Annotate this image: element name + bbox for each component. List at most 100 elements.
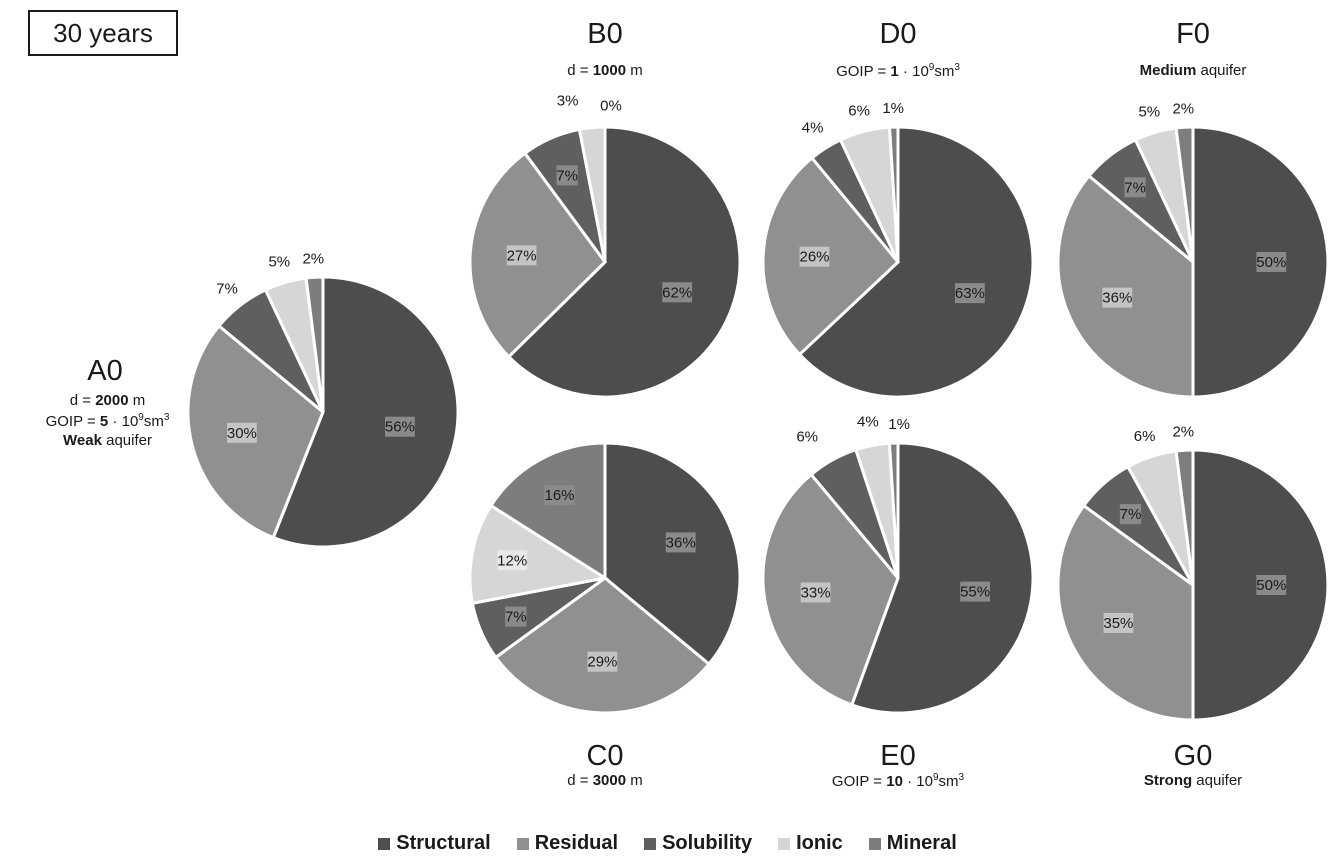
data-label: 26% [799, 249, 829, 266]
legend-swatch [778, 837, 791, 850]
slice-residual [761, 155, 901, 357]
data-label: 7% [216, 280, 238, 297]
slice-residual [761, 472, 900, 707]
data-label-box [665, 532, 696, 553]
data-label: 56% [385, 419, 415, 436]
data-label: 7% [1120, 506, 1142, 523]
slice-structural [271, 275, 460, 549]
slice-mineral [304, 275, 325, 413]
data-label-box [556, 165, 578, 186]
data-label: 2% [1172, 423, 1194, 440]
chart-subtitle: GOIP = 5 · 109sm3 [45, 412, 170, 430]
chart-title: E0 [880, 740, 916, 772]
pie-G0: 50% 35% 7% 6% 2% [1056, 423, 1330, 722]
slice-residual [468, 151, 607, 359]
legend-item-residual: Residual [516, 832, 618, 855]
data-label: 29% [587, 654, 617, 671]
legend-label: Ionic [796, 832, 843, 854]
slice-mineral [1174, 125, 1195, 263]
slice-structural [506, 125, 742, 399]
slice-ionic [577, 125, 607, 263]
data-label-box [227, 422, 257, 443]
data-label: 3% [557, 93, 579, 110]
data-label: 55% [960, 584, 990, 601]
data-label: 7% [505, 609, 527, 626]
slice-structural [603, 441, 742, 667]
legend-item-mineral: Mineral [868, 832, 957, 855]
pie-D0: 63% 26% 4% 6% 1% [761, 100, 1035, 399]
data-label: 0% [600, 97, 622, 114]
legend-swatch [644, 837, 657, 850]
data-label-box [587, 651, 618, 672]
legend-swatch [516, 837, 529, 850]
data-label-box [544, 485, 575, 506]
data-label-box [955, 283, 985, 304]
data-label: 50% [1256, 577, 1286, 594]
period-label: 30 years [28, 10, 178, 56]
slice-residual [493, 576, 712, 715]
data-label-box [1256, 252, 1287, 272]
data-label: 27% [507, 247, 537, 264]
data-label: 7% [1124, 179, 1146, 196]
pie-B0: 62% 27% 7% 3% 0% [468, 93, 742, 399]
slice-structural [797, 125, 1035, 399]
chart-subtitle: GOIP = 10 · 109sm3 [831, 772, 965, 790]
data-label: 2% [302, 250, 324, 267]
data-label-box [800, 582, 831, 603]
legend-label: Mineral [886, 832, 957, 854]
data-label: 30% [227, 425, 257, 442]
slice-structural [849, 441, 1035, 715]
data-label: 7% [556, 167, 578, 184]
data-label: 36% [1102, 290, 1132, 307]
data-label: 62% [662, 284, 692, 301]
data-label-box [1103, 613, 1134, 633]
data-label-box [385, 416, 415, 437]
data-label-box [497, 550, 528, 571]
data-label: 2% [1172, 100, 1194, 117]
chart-title: C0 [586, 740, 624, 772]
slice-mineral [887, 125, 900, 263]
chart-subtitle: d = 1000 m [567, 62, 643, 79]
data-label: 35% [1103, 615, 1133, 632]
data-label-box [505, 606, 527, 627]
chart-subtitle: d = 2000 m [69, 392, 146, 409]
data-label: 6% [1134, 428, 1156, 445]
slice-mineral [1174, 448, 1195, 586]
legend-swatch [868, 837, 881, 850]
slice-residual [1056, 503, 1195, 722]
data-label: 4% [857, 414, 879, 431]
legend-label: Structural [396, 832, 491, 854]
chart-subtitle: Strong aquifer [1143, 772, 1243, 789]
pie-C0: 36% 29% 7% 12% 16% [468, 441, 742, 715]
chart-subtitle: Medium aquifer [1139, 62, 1247, 79]
chart-title: A0 [87, 355, 123, 387]
legend-label: Solubility [662, 832, 753, 854]
chart-subtitle: GOIP = 1 · 109sm3 [836, 62, 960, 80]
chart-title: B0 [587, 18, 623, 50]
data-label: 5% [1138, 104, 1160, 121]
pie-A0: 56% 30% 7% 5% 2% [186, 250, 460, 549]
data-label: 63% [955, 285, 985, 302]
data-label-box [960, 581, 990, 602]
data-label-box [1256, 575, 1287, 595]
data-label: 6% [796, 428, 818, 445]
chart-title: G0 [1173, 740, 1213, 772]
legend-item-structural: Structural [378, 832, 491, 855]
pie-E0: 55% 33% 6% 4% 1% [761, 414, 1035, 715]
data-label-box [1119, 504, 1142, 525]
legend-item-solubility: Solubility [644, 832, 752, 855]
chart-title: F0 [1176, 18, 1210, 50]
slice-residual [1056, 173, 1195, 399]
legend-swatch [378, 837, 391, 850]
data-label-box [799, 246, 830, 267]
data-label: 12% [497, 552, 527, 569]
data-label: 6% [848, 102, 870, 119]
chart-subtitle: d = 3000 m [567, 772, 643, 789]
legend: Structural Residual Solubility Ionic Mineral [0, 832, 1335, 855]
data-label-box [662, 282, 693, 303]
data-label: 36% [666, 534, 696, 551]
data-label-box [1102, 287, 1133, 308]
data-label-box [1124, 177, 1146, 198]
data-label: 1% [888, 416, 910, 433]
slice-mineral [887, 441, 900, 579]
